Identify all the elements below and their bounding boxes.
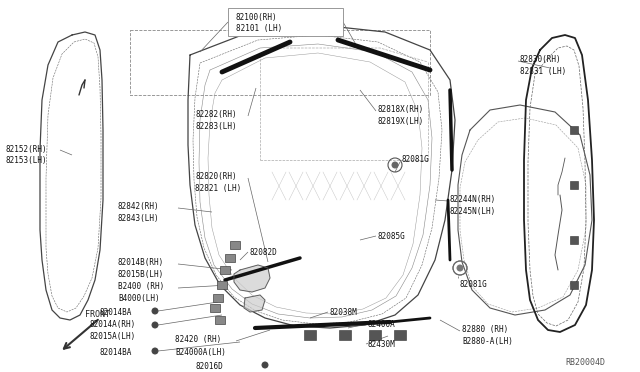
Text: 82282(RH): 82282(RH)	[195, 110, 237, 119]
Bar	[394, 330, 406, 340]
Text: 82842(RH): 82842(RH)	[118, 202, 159, 211]
Bar	[570, 181, 578, 189]
Text: 82430M: 82430M	[368, 340, 396, 349]
Text: 82014B(RH): 82014B(RH)	[118, 258, 164, 267]
Bar	[304, 330, 316, 340]
Text: 82420 (RH): 82420 (RH)	[175, 335, 221, 344]
Text: 82082D: 82082D	[250, 248, 278, 257]
Text: 82818X(RH): 82818X(RH)	[378, 105, 424, 114]
Text: 82153(LH): 82153(LH)	[5, 156, 47, 165]
Text: B2880-A(LH): B2880-A(LH)	[462, 337, 513, 346]
Bar	[570, 281, 578, 289]
Bar	[225, 254, 235, 262]
Text: 82400A: 82400A	[368, 320, 396, 329]
Text: 82016D: 82016D	[195, 362, 223, 371]
Text: 82819X(LH): 82819X(LH)	[378, 117, 424, 126]
Bar	[230, 241, 240, 249]
Text: 82843(LH): 82843(LH)	[118, 214, 159, 223]
Text: 82821 (LH): 82821 (LH)	[195, 184, 241, 193]
Text: 82014BA: 82014BA	[100, 308, 132, 317]
Text: RB20004D: RB20004D	[565, 358, 605, 367]
Bar	[210, 304, 220, 312]
Text: 82081G: 82081G	[402, 155, 429, 164]
Bar	[213, 294, 223, 302]
Circle shape	[152, 348, 158, 354]
Circle shape	[152, 322, 158, 328]
Text: 82085G: 82085G	[378, 232, 406, 241]
Bar	[228, 8, 343, 36]
Circle shape	[152, 308, 158, 314]
Text: 82245N(LH): 82245N(LH)	[450, 207, 496, 216]
Text: FRONT: FRONT	[85, 310, 110, 319]
Text: 82014BA: 82014BA	[100, 348, 132, 357]
Text: B2400 (RH): B2400 (RH)	[118, 282, 164, 291]
Text: 82880 (RH): 82880 (RH)	[462, 325, 508, 334]
Text: 82244N(RH): 82244N(RH)	[450, 195, 496, 204]
Text: B24000A(LH): B24000A(LH)	[175, 348, 226, 357]
Text: 82152(RH): 82152(RH)	[5, 145, 47, 154]
Circle shape	[457, 265, 463, 271]
Text: 82081G: 82081G	[460, 280, 488, 289]
Circle shape	[262, 362, 268, 368]
Polygon shape	[234, 265, 270, 292]
Text: 82101 (LH): 82101 (LH)	[236, 24, 282, 33]
Bar	[220, 266, 230, 274]
Text: 82830(RH): 82830(RH)	[520, 55, 562, 64]
Bar	[217, 281, 227, 289]
Text: 82820(RH): 82820(RH)	[195, 172, 237, 181]
Bar	[570, 126, 578, 134]
Text: 82831 (LH): 82831 (LH)	[520, 67, 566, 76]
Text: 82015B(LH): 82015B(LH)	[118, 270, 164, 279]
Text: 82283(LH): 82283(LH)	[195, 122, 237, 131]
Circle shape	[392, 162, 398, 168]
Text: 82038M: 82038M	[330, 308, 358, 317]
Bar	[339, 330, 351, 340]
Text: 82014A(RH): 82014A(RH)	[90, 320, 136, 329]
Text: 82100(RH): 82100(RH)	[236, 13, 278, 22]
Bar	[369, 330, 381, 340]
Text: B4000(LH): B4000(LH)	[118, 294, 159, 303]
Bar	[215, 316, 225, 324]
Polygon shape	[244, 295, 265, 312]
Text: 82015A(LH): 82015A(LH)	[90, 332, 136, 341]
Bar	[570, 236, 578, 244]
